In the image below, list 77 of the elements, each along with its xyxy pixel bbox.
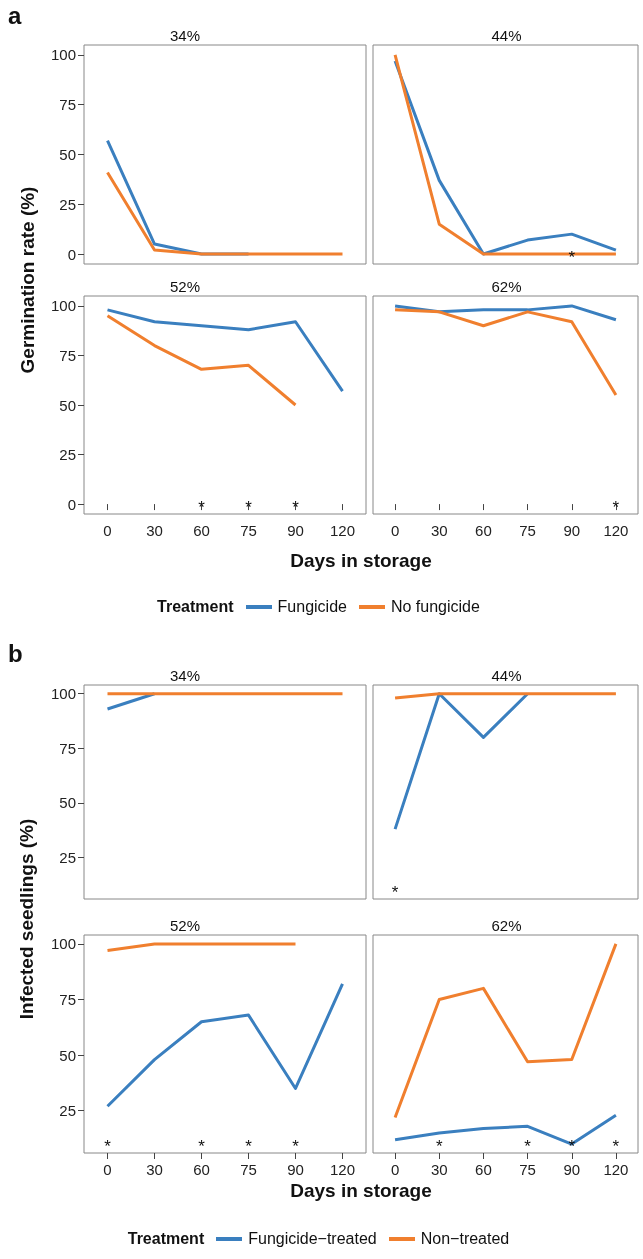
x-tick-label: 90 bbox=[563, 522, 581, 539]
y-tick-label: 100 bbox=[50, 685, 76, 703]
y-axis-title: Infected seedlings (%) bbox=[16, 817, 38, 1022]
chart-title: 62% bbox=[491, 278, 522, 295]
annotation: * bbox=[391, 882, 399, 902]
x-tick-label: 60 bbox=[193, 522, 210, 539]
y-tick-label: 100 bbox=[50, 297, 76, 315]
x-tick-label: 90 bbox=[563, 1161, 581, 1178]
x-tick-label: 120 bbox=[329, 522, 356, 539]
annotation: * bbox=[612, 1136, 620, 1156]
x-tick-label: 75 bbox=[240, 522, 257, 539]
x-tick-label: 30 bbox=[430, 1161, 448, 1178]
text: b bbox=[8, 640, 23, 668]
legend-title: Treatment bbox=[127, 1230, 205, 1248]
x-tick-label: 0 bbox=[390, 522, 400, 539]
chart-title: 44% bbox=[491, 667, 522, 684]
line-series bbox=[106, 308, 344, 393]
x-tick-label: 75 bbox=[240, 1161, 257, 1178]
x-tick-label: 30 bbox=[146, 1161, 163, 1178]
chart-title: 34% bbox=[169, 667, 201, 684]
y-tick-label: 25 bbox=[59, 849, 76, 867]
y-tick-label: 50 bbox=[59, 396, 76, 414]
x-tick-label: 120 bbox=[603, 522, 629, 539]
x-axis-title: Days in storage bbox=[289, 550, 433, 572]
x-tick-label: 0 bbox=[103, 1161, 112, 1178]
y-tick-label: 25 bbox=[59, 195, 76, 213]
annotation: * bbox=[245, 497, 253, 517]
legend-label: Fungicide bbox=[277, 598, 347, 616]
text: a bbox=[8, 2, 22, 30]
y-tick-label: 100 bbox=[50, 46, 76, 64]
legend-label: Non−treated bbox=[420, 1230, 510, 1248]
chart-title: 52% bbox=[169, 917, 201, 934]
y-tick-label: 75 bbox=[59, 96, 76, 114]
annotation: * bbox=[104, 1136, 112, 1156]
y-tick-label: 75 bbox=[59, 346, 76, 364]
chart-title: 62% bbox=[491, 917, 522, 934]
x-tick-label: 75 bbox=[519, 522, 536, 539]
x-tick-label: 75 bbox=[519, 1161, 536, 1178]
x-tick-label: 30 bbox=[146, 522, 163, 539]
x-tick-label: 0 bbox=[390, 1161, 400, 1178]
chart-title: 34% bbox=[169, 27, 201, 44]
x-tick-label: 60 bbox=[475, 1161, 492, 1178]
line-series bbox=[106, 314, 297, 407]
annotation: * bbox=[435, 1136, 443, 1156]
legend-label: No fungicide bbox=[390, 598, 480, 616]
x-tick-label: 90 bbox=[287, 1161, 304, 1178]
x-tick-label: 0 bbox=[103, 522, 112, 539]
annotation: * bbox=[292, 497, 300, 517]
x-tick-label: 120 bbox=[603, 1161, 629, 1178]
x-axis-title: Days in storage bbox=[289, 1180, 433, 1202]
y-tick-label: 75 bbox=[59, 991, 76, 1009]
y-axis-title: Germination rate (%) bbox=[16, 185, 38, 375]
y-tick-label: 25 bbox=[59, 446, 76, 464]
x-tick-label: 120 bbox=[329, 1161, 356, 1178]
annotation: * bbox=[612, 497, 620, 517]
y-tick-label: 50 bbox=[59, 794, 76, 812]
annotation: * bbox=[524, 1136, 532, 1156]
annotation: * bbox=[292, 1136, 300, 1156]
y-tick-label: 100 bbox=[50, 935, 76, 953]
x-tick-label: 30 bbox=[430, 522, 448, 539]
y-tick-label: 0 bbox=[67, 245, 76, 263]
line-series bbox=[106, 982, 344, 1108]
y-tick-label: 50 bbox=[59, 1046, 76, 1064]
annotation: * bbox=[245, 1136, 253, 1156]
annotation: * bbox=[198, 1136, 206, 1156]
legend-label: Fungicide−treated bbox=[248, 1230, 377, 1248]
y-tick-label: 50 bbox=[59, 146, 76, 163]
x-tick-label: 90 bbox=[287, 522, 304, 539]
y-tick-label: 0 bbox=[67, 495, 76, 513]
annotation: * bbox=[198, 497, 206, 517]
chart-title: 52% bbox=[169, 278, 201, 295]
x-tick-label: 60 bbox=[475, 522, 492, 539]
legend-title: Treatment bbox=[157, 598, 234, 616]
y-tick-label: 25 bbox=[59, 1102, 76, 1120]
y-tick-label: 75 bbox=[59, 739, 76, 757]
x-tick-label: 60 bbox=[193, 1161, 210, 1178]
chart-title: 44% bbox=[491, 27, 522, 44]
